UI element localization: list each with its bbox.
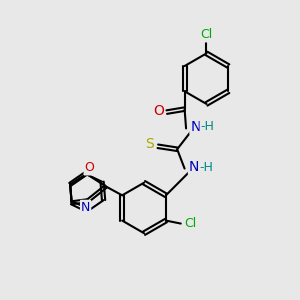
Text: N: N [190,120,201,134]
Text: Cl: Cl [184,217,196,230]
Text: Cl: Cl [200,28,213,41]
Text: -H: -H [200,121,214,134]
Text: O: O [85,161,94,175]
Text: N: N [81,201,90,214]
Text: S: S [145,137,154,151]
Text: O: O [153,103,164,118]
Text: N: N [189,160,199,174]
Text: -H: -H [199,160,213,174]
